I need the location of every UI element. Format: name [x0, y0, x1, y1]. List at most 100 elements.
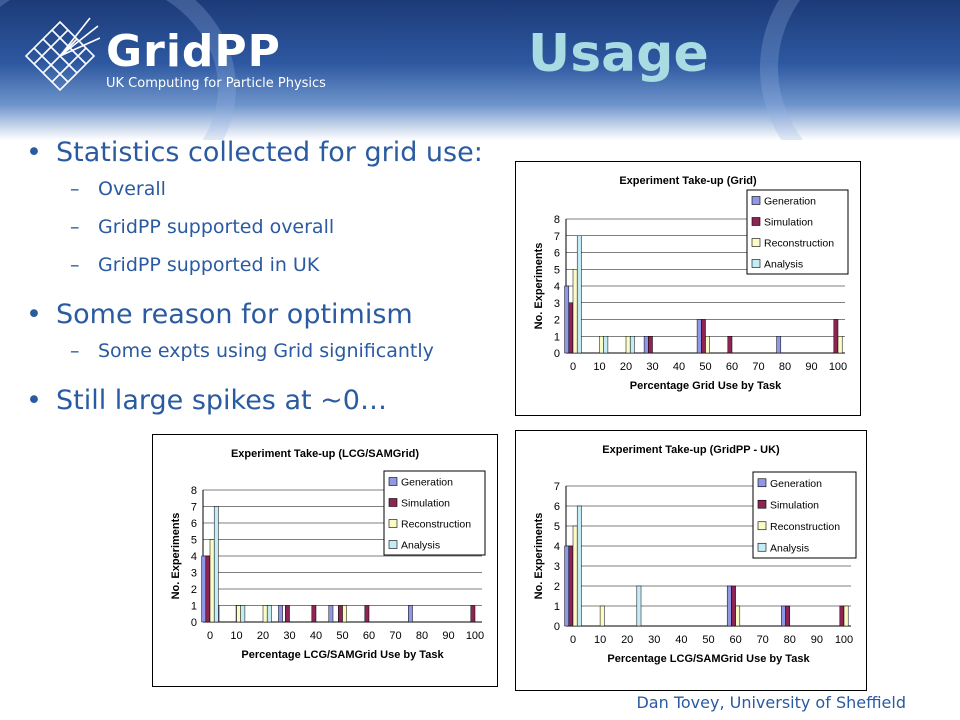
- bullet-item: • Statistics collected for grid use:: [26, 136, 526, 170]
- bar-analysis: [213, 506, 219, 623]
- bar-generation: [278, 605, 283, 623]
- sub-bullet-item: – GridPP supported overall: [26, 208, 526, 246]
- y-tick-label: 2: [554, 581, 560, 593]
- legend-swatch: [757, 521, 767, 531]
- x-tick-label: 100: [829, 361, 847, 373]
- sub-bullet-item: – Overall: [26, 170, 526, 208]
- legend-box: [383, 470, 486, 556]
- x-tick-label: 80: [779, 361, 791, 373]
- sub-bullet-item: – Some expts using Grid significantly: [26, 332, 526, 370]
- bar-analysis: [240, 605, 246, 623]
- x-tick-label: 0: [570, 634, 576, 646]
- chart-lcg-samgrid-svg: Experiment Take-up (LCG/SAMGrid) 0 1 2 3 4 5 6 7…: [170, 448, 486, 661]
- legend-label: Simulation: [401, 498, 450, 510]
- bar-reconstruction: [572, 525, 578, 627]
- legend-label: Simulation: [770, 499, 819, 511]
- x-tick-label: 30: [648, 634, 660, 646]
- chart-title: Experiment Take-up (Grid): [619, 175, 757, 187]
- y-tick-label: 4: [554, 541, 560, 553]
- y-axis-label: No. Experiments: [170, 513, 182, 600]
- bar-simulation: [568, 545, 574, 627]
- bar-generation: [781, 605, 786, 627]
- bar-simulation: [285, 605, 290, 623]
- bar-simulation: [205, 555, 211, 623]
- sub-bullet-text: GridPP supported overall: [98, 216, 335, 238]
- y-tick-label: 6: [191, 518, 197, 530]
- y-tick-label: 3: [554, 298, 560, 310]
- chart-title: Experiment Take-up (LCG/SAMGrid): [231, 448, 419, 460]
- bar-reconstruction: [843, 605, 849, 627]
- bullet-list: • Statistics collected for grid use: – Ove…: [26, 136, 526, 418]
- chart-lcg-samgrid: Experiment Take-up (LCG/SAMGrid) 0 1 2 3 4 5 6 7…: [152, 434, 498, 687]
- x-tick-label: 90: [442, 630, 454, 642]
- y-tick-label: 0: [191, 617, 197, 629]
- legend-swatch: [757, 542, 767, 552]
- y-tick-label: 2: [191, 584, 197, 596]
- x-tick-label: 10: [594, 634, 606, 646]
- legend-swatch: [751, 217, 761, 226]
- x-tick-label: 80: [416, 630, 428, 642]
- x-tick-label: 90: [811, 634, 823, 646]
- bar-simulation: [701, 319, 706, 354]
- legend-swatch: [388, 477, 398, 486]
- y-tick-label: 2: [554, 315, 560, 327]
- x-tick-label: 10: [230, 630, 242, 642]
- bar-generation: [726, 585, 732, 627]
- sub-bullet-item: – GridPP supported in UK: [26, 246, 526, 284]
- x-tick-label: 100: [835, 634, 853, 646]
- y-tick-label: 7: [191, 502, 197, 514]
- y-tick-label: 3: [191, 568, 197, 580]
- legend-swatch: [388, 519, 398, 528]
- bullet-item: • Still large spikes at ~0…: [26, 384, 526, 418]
- y-tick-label: 1: [554, 331, 560, 343]
- x-tick-label: 60: [729, 634, 741, 646]
- sub-bullet-dash-icon: –: [70, 340, 80, 362]
- bar-generation: [643, 336, 649, 354]
- sub-bullet-dash-icon: –: [70, 216, 80, 238]
- bar-analysis: [629, 336, 635, 354]
- bar-generation: [776, 336, 782, 354]
- bullet-text: Still large spikes at ~0…: [56, 385, 387, 416]
- sub-bullet-dash-icon: –: [70, 178, 80, 200]
- legend-label: Analysis: [764, 259, 803, 271]
- bar-simulation: [568, 302, 574, 354]
- bar-simulation: [648, 336, 653, 354]
- bar-reconstruction: [705, 336, 710, 354]
- legend-swatch: [751, 238, 761, 247]
- x-tick-label: 0: [207, 630, 213, 642]
- bar-generation: [201, 555, 207, 623]
- legend-swatch: [751, 259, 761, 268]
- logo-subtitle: UK Computing for Particle Physics: [106, 76, 326, 91]
- bar-reconstruction: [837, 336, 843, 354]
- bar-reconstruction: [236, 605, 241, 623]
- bar-simulation: [338, 605, 343, 623]
- legend-label: Reconstruction: [764, 238, 834, 250]
- y-tick-label: 0: [554, 348, 560, 360]
- legend-box: [752, 471, 857, 559]
- y-tick-label: 4: [554, 281, 560, 293]
- y-tick-label: 6: [554, 501, 560, 513]
- x-tick-label: 30: [646, 361, 658, 373]
- sub-bullet-text: GridPP supported in UK: [98, 254, 320, 276]
- x-tick-label: 50: [336, 630, 348, 642]
- bar-reconstruction: [599, 336, 604, 354]
- bar-simulation: [311, 605, 317, 623]
- legend-box: [746, 189, 849, 275]
- bar-generation: [564, 545, 570, 627]
- x-tick-label: 10: [593, 361, 605, 373]
- x-tick-label: 50: [699, 361, 711, 373]
- y-tick-label: 3: [554, 561, 560, 573]
- x-tick-label: 50: [702, 634, 714, 646]
- bullet-dot-icon: •: [26, 299, 42, 330]
- y-tick-label: 1: [554, 601, 560, 613]
- bar-generation: [564, 285, 570, 354]
- y-tick-label: 7: [554, 231, 560, 243]
- bar-reconstruction: [572, 269, 578, 354]
- bar-analysis: [266, 605, 272, 623]
- slide-title: Usage: [528, 24, 709, 84]
- bar-analysis: [576, 235, 582, 354]
- logo-name: GridPP: [106, 26, 281, 77]
- x-tick-label: 40: [675, 634, 687, 646]
- x-tick-label: 90: [805, 361, 817, 373]
